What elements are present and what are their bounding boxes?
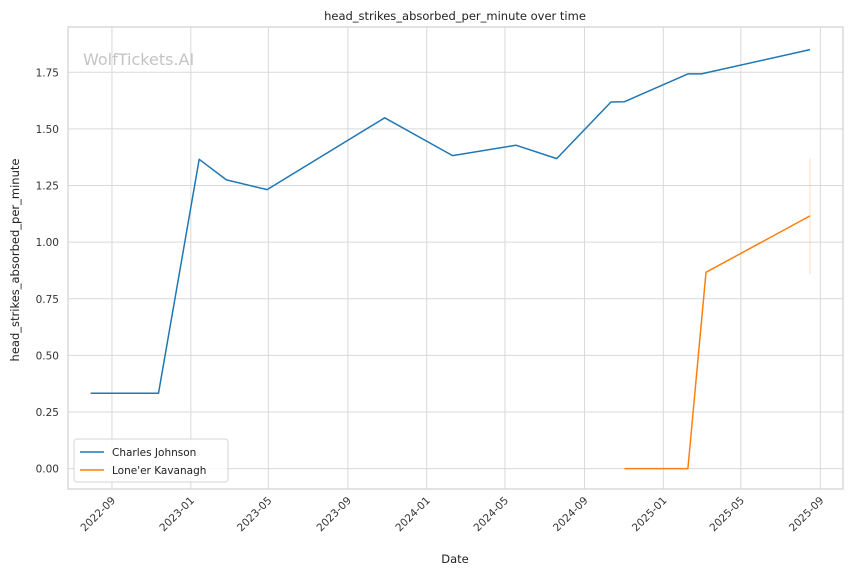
y-tick-label: 0.75 — [36, 294, 59, 306]
x-axis-label: Date — [441, 552, 469, 566]
y-tick-label: 1.25 — [36, 181, 59, 193]
legend-label: Lone'er Kavanagh — [112, 465, 206, 477]
x-tick-label: 2023-05 — [235, 495, 275, 535]
y-tick-label: 0.00 — [36, 464, 59, 476]
x-tick-label: 2025-05 — [707, 495, 747, 535]
x-tick-label: 2025-09 — [787, 495, 827, 535]
plot-frame — [67, 26, 844, 490]
legend: Charles Johnson Lone'er Kavanagh — [73, 438, 229, 483]
y-tick-label: 1.50 — [36, 124, 59, 136]
x-tick-label: 2025-01 — [630, 495, 670, 535]
x-tick-labels: 2022-09 2023-01 2023-05 2023-09 2024-01 2024-… — [79, 495, 827, 535]
y-tick-labels: 0.00 0.25 0.50 0.75 1.00 1.25 1.50 1.75 — [36, 67, 59, 475]
y-tick-label: 0.50 — [36, 350, 59, 362]
x-tick-label: 2022-09 — [79, 495, 119, 535]
x-tick-label: 2024-05 — [472, 495, 512, 535]
watermark: WolfTickets.AI — [83, 50, 194, 69]
series-line-0 — [90, 48, 811, 394]
x-tick-label: 2024-09 — [551, 495, 591, 535]
series-line-1 — [624, 215, 811, 470]
x-tick-label: 2023-01 — [157, 495, 197, 535]
series-lines — [90, 48, 811, 470]
y-tick-label: 1.75 — [36, 67, 59, 79]
y-tick-label: 1.00 — [36, 237, 59, 249]
x-tick-label: 2023-09 — [314, 495, 354, 535]
x-tick-label: 2024-01 — [393, 495, 433, 535]
plot-background — [68, 27, 843, 489]
chart-title: head_strikes_absorbed_per_minute over ti… — [324, 9, 586, 23]
legend-label: Charles Johnson — [112, 447, 196, 459]
y-tick-label: 0.25 — [36, 407, 59, 419]
y-axis-label: head_strikes_absorbed_per_minute — [8, 159, 22, 362]
